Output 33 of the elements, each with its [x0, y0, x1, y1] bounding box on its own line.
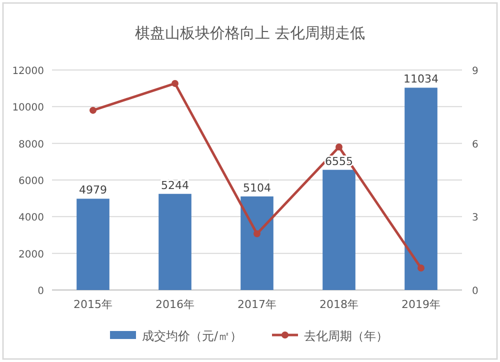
x-tick-label: 2019年 [402, 298, 440, 311]
y2-tick-label: 6 [472, 139, 478, 150]
point [418, 264, 424, 272]
bar [76, 198, 110, 290]
y-tick-label: 8000 [18, 139, 44, 150]
point [336, 144, 342, 150]
y2-tick-label: 0 [472, 286, 478, 297]
point [172, 80, 178, 87]
x-tick-label: 2016年 [156, 298, 194, 311]
y-tick-label: 12000 [12, 66, 44, 77]
point [254, 230, 260, 238]
data-label: 5104 [243, 181, 271, 194]
bar [404, 88, 438, 290]
x-tick-label: 2018年 [320, 298, 358, 311]
y-tick-label: 10000 [12, 102, 44, 114]
y-tick-label: 4000 [18, 212, 44, 224]
chart-title: 棋盘山板块价格向上 去化周期走低 [135, 24, 365, 42]
data-label: 4979 [79, 184, 107, 197]
y-tick-label: 0 [38, 286, 44, 297]
y-tick-label: 6000 [18, 176, 44, 187]
bar [240, 196, 274, 290]
x-tick-label: 2015年 [74, 298, 112, 311]
legend-label: 成交均价（元/㎡） [142, 329, 242, 343]
y-tick-label: 2000 [18, 249, 44, 260]
data-label: 11034 [404, 72, 438, 86]
data-label: 5244 [161, 178, 189, 192]
point [90, 106, 96, 114]
bar [322, 170, 356, 290]
x-tick-label: 2017年 [238, 298, 276, 311]
legend-label: 去化周期（年） [304, 329, 388, 343]
y2-tick-label: 9 [472, 66, 478, 77]
y2-tick-label: 3 [472, 212, 478, 224]
bar [158, 194, 192, 290]
